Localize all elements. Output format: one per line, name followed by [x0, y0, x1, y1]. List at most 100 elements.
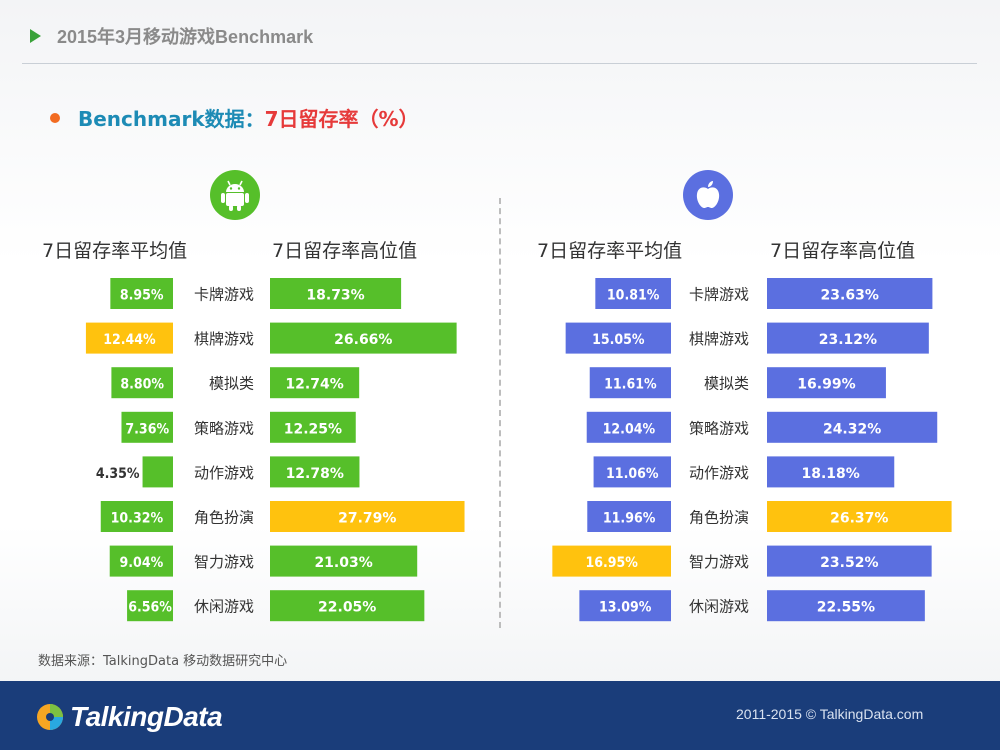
android-category-label: 策略游戏: [194, 419, 254, 437]
ios-category-label: 卡牌游戏: [689, 286, 749, 304]
ios-avg-label: 16.95%: [585, 555, 638, 571]
ios-high-header: 7日留存率高位值: [770, 240, 916, 262]
ios-category-label: 模拟类: [704, 375, 749, 393]
header: 2015年3月移动游戏Benchmark: [30, 22, 313, 50]
android-high-header: 7日留存率高位值: [272, 240, 418, 262]
ios-avg-label: 13.09%: [599, 600, 652, 616]
page-title: 2015年3月移动游戏Benchmark: [57, 27, 314, 47]
data-source-note: 数据来源：TalkingData 移动数据研究中心: [38, 654, 288, 669]
ios-avg-label: 10.81%: [607, 288, 660, 304]
android-high-bar: [270, 411, 356, 443]
android-avg-bar: [100, 501, 173, 532]
android-category-label: 智力游戏: [194, 553, 254, 571]
subtitle-prefix: Benchmark数据：: [78, 107, 265, 131]
android-avg-bar: [109, 545, 173, 577]
android-high-bar: [270, 367, 360, 399]
ios-avg-header: 7日留存率平均值: [537, 240, 683, 262]
ios-category-label: 动作游戏: [689, 464, 749, 482]
android-category-label: 棋牌游戏: [194, 330, 254, 348]
ios-high-label: 23.52%: [820, 555, 878, 571]
android-high-label: 12.78%: [286, 466, 344, 482]
ios-avg-bar: [595, 278, 671, 309]
ios-avg-label: 11.06%: [606, 466, 659, 482]
platform-divider: [499, 198, 501, 628]
ios-high-label: 24.32%: [823, 421, 881, 437]
ios-high-label: 18.18%: [801, 466, 859, 482]
ios-avg-bar: [587, 501, 671, 532]
android-high-label: 22.05%: [318, 600, 376, 616]
android-avg-bar: [142, 456, 173, 488]
android-avg-label: 6.56%: [128, 600, 172, 616]
subtitle-metric: 7日留存率（%）: [264, 107, 419, 131]
subtitle: Benchmark数据： 7日留存率（%）: [50, 103, 419, 132]
android-category-label: 动作游戏: [194, 464, 254, 482]
android-high-bar: [270, 501, 465, 532]
ios-high-bar: [767, 411, 938, 443]
copyright: 2011-2015 © TalkingData.com: [736, 706, 924, 722]
android-avg-bar: [110, 278, 173, 309]
android-category-label: 休闲游戏: [194, 598, 254, 616]
logo-text: TalkingData: [70, 701, 223, 732]
ios-avg-label: 11.61%: [604, 377, 657, 393]
ios-high-bar: [767, 456, 895, 488]
android-avg-label: 12.44%: [103, 332, 156, 348]
android-high-label: 12.74%: [285, 377, 343, 393]
bullet-icon: [50, 112, 60, 123]
android-high-label: 26.66%: [334, 332, 392, 348]
android-high-label: 27.79%: [338, 511, 396, 527]
android-high-bar: [270, 322, 457, 354]
ios-category-label: 智力游戏: [689, 553, 749, 571]
ios-avg-bar: [589, 367, 671, 399]
android-high-bar: [270, 278, 402, 309]
ios-avg-bar: [586, 411, 671, 443]
ios-avg-label: 15.05%: [592, 332, 645, 348]
ios-high-bar: [767, 590, 925, 622]
android-category-label: 卡牌游戏: [194, 286, 254, 304]
talkingdata-logo: TalkingData: [36, 701, 223, 733]
ios-high-label: 26.37%: [830, 511, 888, 527]
ios-high-bar: [767, 501, 952, 532]
ios-category-label: 策略游戏: [689, 419, 749, 437]
android-avg-label: 7.36%: [125, 421, 169, 437]
ios-category-label: 角色扮演: [689, 509, 749, 527]
android-avg-label: 9.04%: [120, 555, 164, 571]
ios-high-bar: [767, 278, 933, 309]
android-high-bar: [270, 590, 425, 622]
android-high-bar: [270, 456, 360, 488]
ios-high-label: 23.12%: [819, 332, 877, 348]
android-avg-bar: [85, 322, 173, 354]
android-high-label: 18.73%: [306, 288, 364, 304]
android-avg-label: 10.32%: [111, 511, 164, 527]
ios-category-label: 棋牌游戏: [689, 330, 749, 348]
ios-avg-label: 11.96%: [603, 511, 656, 527]
android-robot-icon: [210, 170, 260, 220]
android-avg-bar: [127, 590, 173, 622]
ios-high-bar: [767, 322, 929, 354]
apple-logo-icon: [683, 170, 733, 220]
android-avg-label: 8.95%: [120, 288, 164, 304]
ios-high-bar: [767, 545, 932, 577]
ios-avg-bar: [552, 545, 671, 577]
android-avg-header: 7日留存率平均值: [42, 240, 188, 262]
ios-high-label: 23.63%: [821, 288, 879, 304]
play-triangle-icon: [30, 29, 41, 43]
ios-avg-bar: [565, 322, 671, 354]
android-avg-label: 8.80%: [120, 377, 164, 393]
ios-high-label: 16.99%: [797, 377, 855, 393]
ios-avg-label: 12.04%: [603, 421, 656, 437]
ios-high-bar: [767, 367, 886, 399]
android-category-label: 角色扮演: [194, 509, 254, 527]
ios-avg-bar: [593, 456, 671, 488]
android-high-bar: [270, 545, 418, 577]
android-avg-bar: [111, 367, 173, 399]
android-category-label: 模拟类: [209, 375, 254, 393]
ios-avg-bar: [579, 590, 671, 622]
android-avg-label: 4.35%: [96, 466, 140, 482]
talkingdata-logo-icon: [37, 704, 63, 730]
footer: TalkingData 2011-2015 © TalkingData.com: [0, 681, 1000, 750]
android-avg-bar: [121, 411, 173, 443]
android-high-label: 21.03%: [314, 555, 372, 571]
retention-bar-chart: 8.95% 卡牌游戏 18.73% 12.44% 棋牌游戏 26.66% 8.80% 模拟类 1…: [85, 278, 952, 622]
header-divider: [22, 63, 977, 64]
ios-high-label: 22.55%: [817, 600, 875, 616]
